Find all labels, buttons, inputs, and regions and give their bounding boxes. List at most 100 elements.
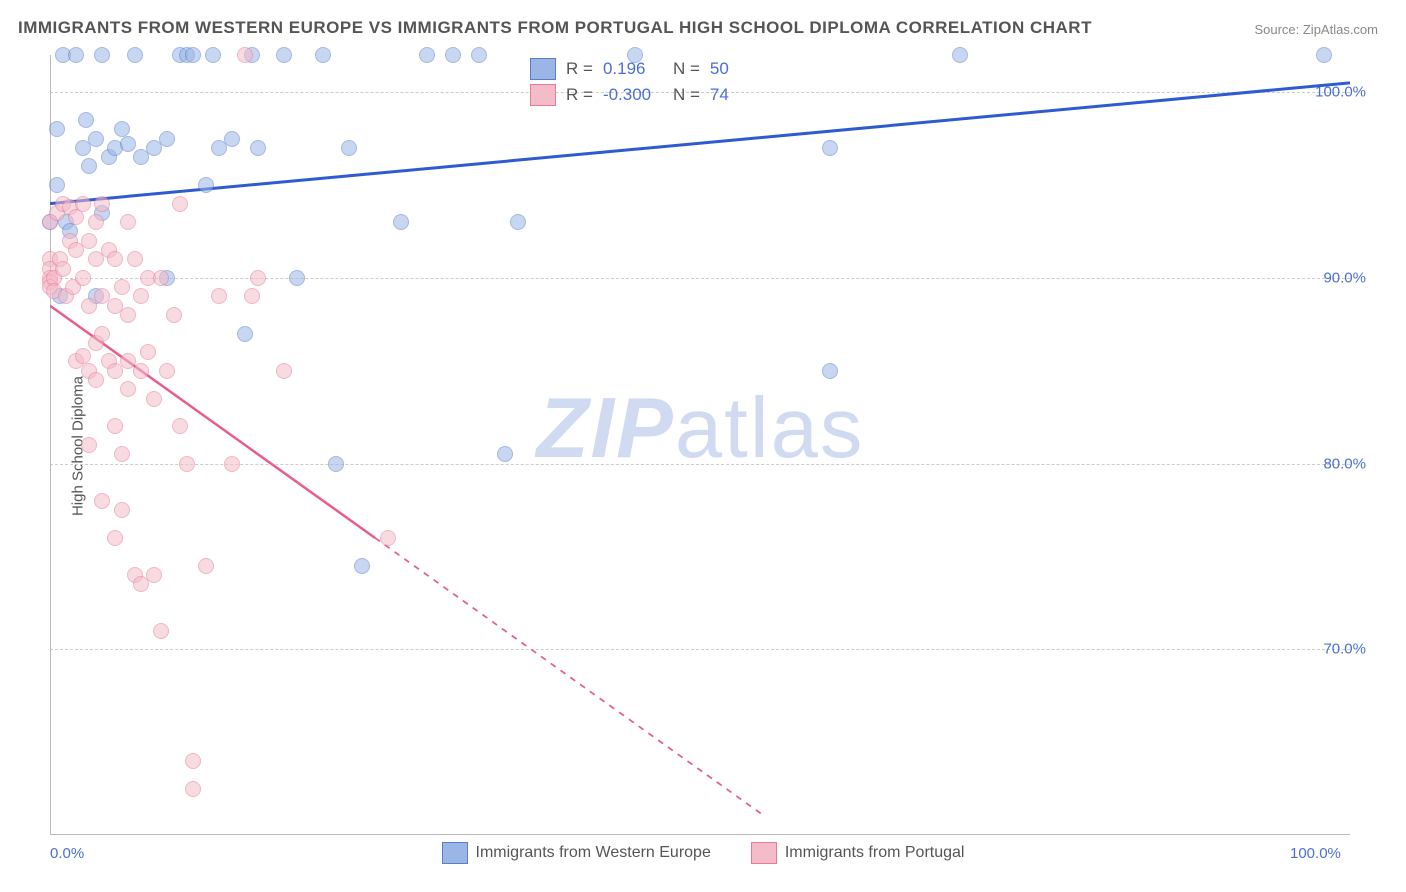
stats-n-value-1: 50 bbox=[710, 59, 770, 79]
scatter-point bbox=[114, 502, 130, 518]
scatter-point bbox=[952, 47, 968, 63]
watermark-right: atlas bbox=[675, 381, 865, 476]
scatter-point bbox=[224, 456, 240, 472]
scatter-point bbox=[49, 121, 65, 137]
stats-box: R = 0.196 N = 50 R = -0.300 N = 74 bbox=[530, 58, 770, 110]
legend-item-1: Immigrants from Western Europe bbox=[442, 842, 711, 864]
scatter-point bbox=[198, 177, 214, 193]
scatter-point bbox=[127, 47, 143, 63]
stats-r-value-1: 0.196 bbox=[603, 59, 663, 79]
source-link[interactable]: ZipAtlas.com bbox=[1303, 22, 1378, 37]
scatter-point bbox=[81, 437, 97, 453]
scatter-point bbox=[78, 112, 94, 128]
source-attribution: Source: ZipAtlas.com bbox=[1254, 22, 1378, 37]
stats-row-series-1: R = 0.196 N = 50 bbox=[530, 58, 770, 80]
scatter-point bbox=[185, 781, 201, 797]
scatter-point bbox=[120, 381, 136, 397]
x-tick-label: 0.0% bbox=[50, 845, 84, 862]
stats-r-value-2: -0.300 bbox=[603, 85, 663, 105]
scatter-point bbox=[75, 196, 91, 212]
scatter-point bbox=[94, 326, 110, 342]
scatter-point bbox=[114, 446, 130, 462]
scatter-point bbox=[166, 307, 182, 323]
scatter-point bbox=[205, 47, 221, 63]
chart-title: IMMIGRANTS FROM WESTERN EUROPE VS IMMIGR… bbox=[18, 18, 1092, 38]
scatter-point bbox=[94, 47, 110, 63]
scatter-point bbox=[68, 47, 84, 63]
scatter-point bbox=[1316, 47, 1332, 63]
scatter-point bbox=[198, 558, 214, 574]
stats-n-label: N = bbox=[673, 85, 700, 105]
scatter-point bbox=[127, 251, 143, 267]
scatter-point bbox=[393, 214, 409, 230]
scatter-point bbox=[75, 270, 91, 286]
scatter-point bbox=[159, 363, 175, 379]
scatter-point bbox=[88, 131, 104, 147]
plot-area: ZIPatlas bbox=[50, 55, 1350, 835]
scatter-point bbox=[822, 363, 838, 379]
scatter-point bbox=[341, 140, 357, 156]
scatter-point bbox=[88, 372, 104, 388]
scatter-point bbox=[471, 47, 487, 63]
bottom-legend: Immigrants from Western Europe Immigrant… bbox=[0, 842, 1406, 864]
legend-item-2: Immigrants from Portugal bbox=[751, 842, 965, 864]
scatter-point bbox=[419, 47, 435, 63]
scatter-point bbox=[81, 233, 97, 249]
scatter-point bbox=[94, 196, 110, 212]
stats-r-label: R = bbox=[566, 85, 593, 105]
scatter-point bbox=[120, 136, 136, 152]
source-prefix: Source: bbox=[1254, 22, 1302, 37]
scatter-point bbox=[107, 418, 123, 434]
scatter-point bbox=[120, 307, 136, 323]
scatter-point bbox=[250, 140, 266, 156]
legend-swatch-1 bbox=[442, 842, 468, 864]
scatter-point bbox=[224, 131, 240, 147]
scatter-point bbox=[153, 270, 169, 286]
legend-swatch-2 bbox=[751, 842, 777, 864]
stats-row-series-2: R = -0.300 N = 74 bbox=[530, 84, 770, 106]
scatter-point bbox=[94, 493, 110, 509]
scatter-point bbox=[153, 623, 169, 639]
scatter-point bbox=[133, 288, 149, 304]
scatter-point bbox=[107, 251, 123, 267]
scatter-point bbox=[159, 131, 175, 147]
scatter-point bbox=[172, 196, 188, 212]
scatter-point bbox=[445, 47, 461, 63]
stats-swatch-2 bbox=[530, 84, 556, 106]
scatter-point bbox=[315, 47, 331, 63]
scatter-point bbox=[328, 456, 344, 472]
scatter-point bbox=[107, 530, 123, 546]
scatter-point bbox=[276, 363, 292, 379]
scatter-point bbox=[822, 140, 838, 156]
scatter-point bbox=[114, 279, 130, 295]
legend-label-2: Immigrants from Portugal bbox=[785, 844, 965, 862]
scatter-point bbox=[237, 326, 253, 342]
scatter-point bbox=[250, 270, 266, 286]
scatter-point bbox=[380, 530, 396, 546]
scatter-point bbox=[140, 344, 156, 360]
legend-label-1: Immigrants from Western Europe bbox=[476, 844, 711, 862]
scatter-point bbox=[49, 177, 65, 193]
scatter-point bbox=[120, 214, 136, 230]
scatter-point bbox=[497, 446, 513, 462]
scatter-point bbox=[211, 288, 227, 304]
stats-n-value-2: 74 bbox=[710, 85, 770, 105]
scatter-point bbox=[244, 288, 260, 304]
scatter-point bbox=[75, 348, 91, 364]
scatter-point bbox=[114, 121, 130, 137]
scatter-point bbox=[354, 558, 370, 574]
scatter-point bbox=[185, 753, 201, 769]
stats-n-label: N = bbox=[673, 59, 700, 79]
stats-swatch-1 bbox=[530, 58, 556, 80]
stats-r-label: R = bbox=[566, 59, 593, 79]
scatter-point bbox=[276, 47, 292, 63]
scatter-point bbox=[55, 261, 71, 277]
scatter-point bbox=[133, 363, 149, 379]
scatter-point bbox=[81, 158, 97, 174]
scatter-point bbox=[88, 214, 104, 230]
scatter-point bbox=[237, 47, 253, 63]
x-tick-label: 100.0% bbox=[1290, 845, 1341, 862]
scatter-point bbox=[510, 214, 526, 230]
scatter-point bbox=[146, 567, 162, 583]
scatter-point bbox=[179, 456, 195, 472]
